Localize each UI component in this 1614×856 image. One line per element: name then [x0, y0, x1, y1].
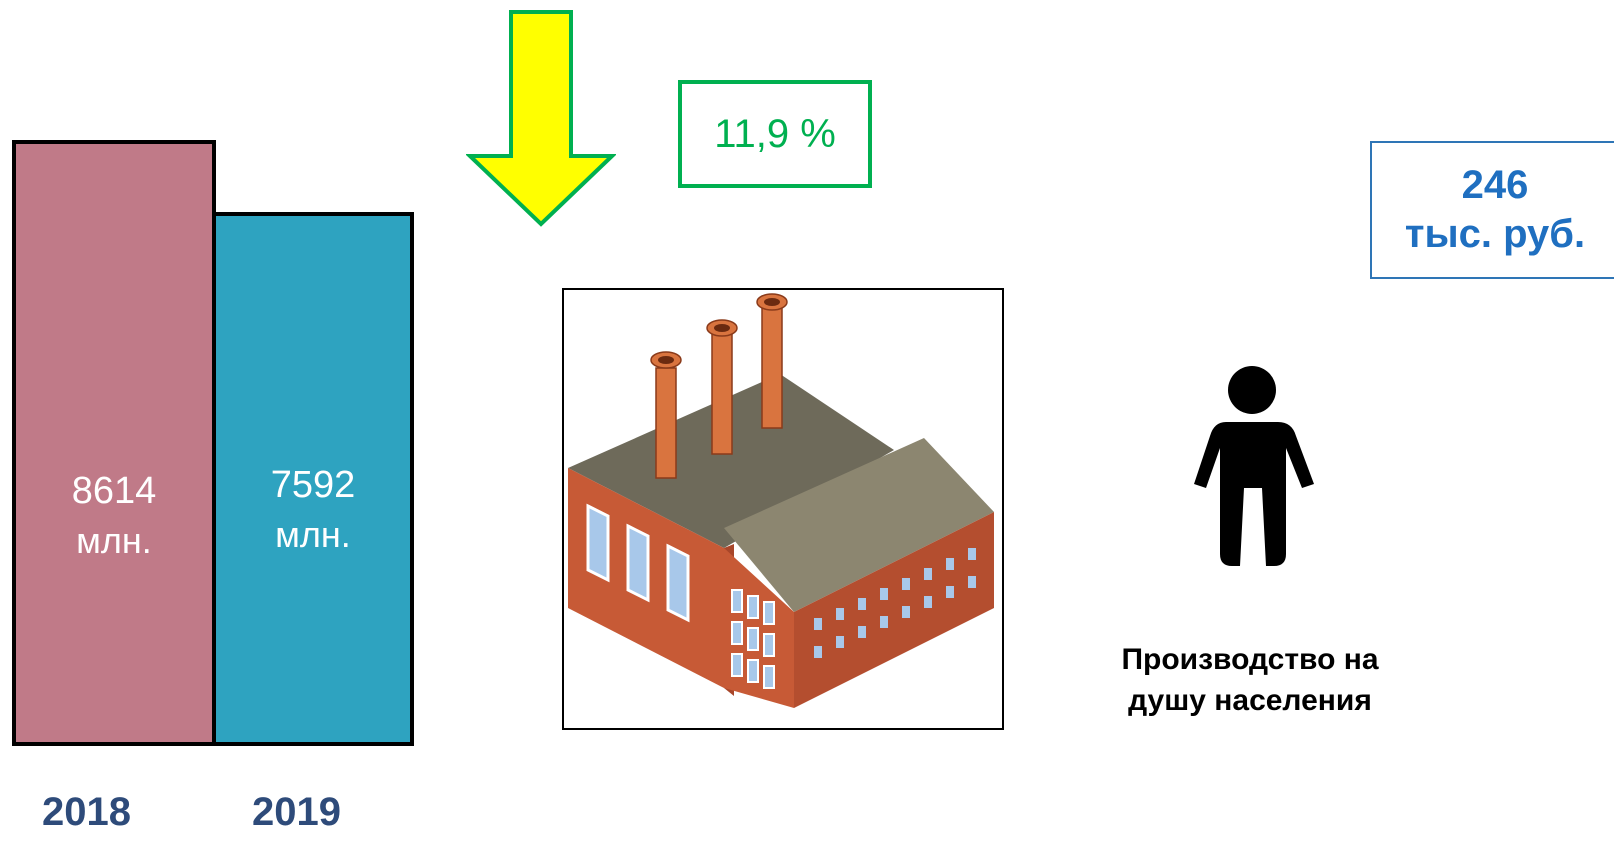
bar-value-label-2019: 7592 млн.	[216, 462, 410, 557]
x-tick-label-2018: 2018	[42, 790, 131, 834]
per-capita-value-box: 246 тыс. руб.	[1370, 141, 1614, 279]
caption-line-1: Производство на	[1121, 643, 1379, 676]
person-icon	[1194, 366, 1314, 566]
factory-icon	[568, 293, 994, 708]
percent-change-box: 11,9 %	[678, 80, 872, 188]
bar-unit-2019: млн.	[275, 513, 351, 555]
bar-2018: 8614 млн.	[12, 140, 216, 746]
bar-unit-2018: млн.	[76, 519, 152, 561]
per-capita-caption: Производство на душу населения	[1090, 640, 1410, 721]
factory-image-frame	[562, 288, 1004, 730]
per-capita-unit: тыс. руб.	[1404, 211, 1586, 256]
per-capita-value: 246	[1461, 163, 1529, 207]
percent-change-value: 11,9 %	[714, 111, 836, 156]
bar-value-label-2018: 8614 млн.	[16, 468, 212, 563]
caption-line-2: душу населения	[1128, 683, 1372, 717]
bar-value-2018: 8614	[71, 470, 157, 512]
x-tick-label-2019: 2019	[252, 790, 341, 834]
bar-value-2019: 7592	[270, 464, 356, 506]
down-arrow-icon	[466, 10, 616, 227]
bar-2019: 7592 млн.	[212, 212, 414, 746]
